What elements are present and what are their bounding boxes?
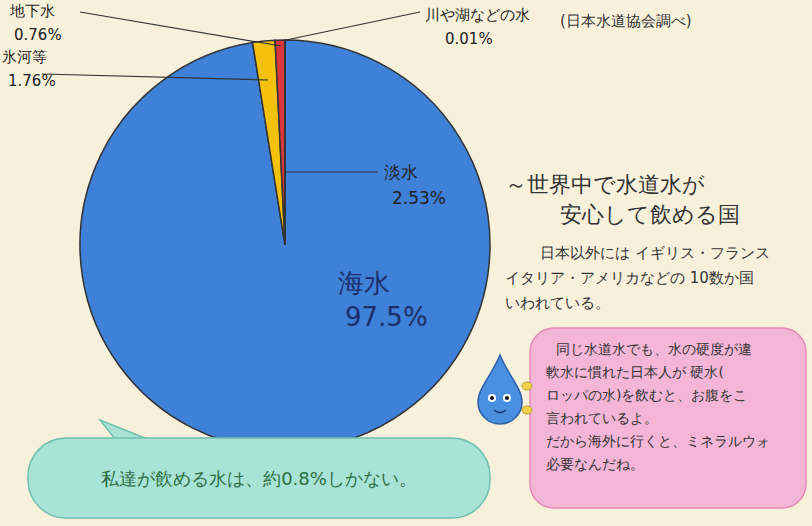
svg-text:海水: 海水 (338, 268, 390, 298)
svg-text:私達が飲める水は、約0.8%しかない。: 私達が飲める水は、約0.8%しかない。 (101, 468, 417, 489)
svg-text:97.5%: 97.5% (345, 302, 428, 332)
svg-text:2.53%: 2.53% (392, 188, 446, 208)
svg-text:(日本水道協会調べ): (日本水道協会調べ) (560, 12, 692, 30)
svg-text:日本以外には イギリス・フランス: 日本以外には イギリス・フランス (540, 244, 770, 262)
svg-text:いわれている。: いわれている。 (505, 294, 610, 312)
svg-text:0.01%: 0.01% (445, 30, 493, 48)
svg-text:氷河等: 氷河等 (2, 48, 47, 66)
svg-text:イタリア・アメリカなどの 10数か国: イタリア・アメリカなどの 10数か国 (505, 269, 754, 287)
svg-text:ロッパの水)を飲むと、お腹をこ: ロッパの水)を飲むと、お腹をこ (546, 387, 747, 403)
svg-text:必要なんだね。: 必要なんだね。 (546, 456, 644, 472)
svg-text:川や湖などの水: 川や湖などの水 (425, 6, 530, 24)
svg-text:1.76%: 1.76% (8, 72, 56, 90)
svg-text:軟水に慣れた日本人が 硬水(: 軟水に慣れた日本人が 硬水( (546, 364, 724, 380)
svg-text:淡水: 淡水 (384, 162, 418, 182)
svg-text:言われているよ。: 言われているよ。 (546, 410, 658, 426)
svg-text:～世界中で水道水が: ～世界中で水道水が (505, 172, 705, 197)
svg-text:安心して飲める国: 安心して飲める国 (560, 202, 740, 227)
svg-text:だから海外に行くと、ミネラルウォ: だから海外に行くと、ミネラルウォ (546, 433, 770, 449)
svg-text:0.76%: 0.76% (14, 26, 62, 44)
svg-text:地下水: 地下水 (9, 2, 55, 20)
svg-text:同じ水道水でも、水の硬度が違: 同じ水道水でも、水の硬度が違 (556, 341, 752, 357)
